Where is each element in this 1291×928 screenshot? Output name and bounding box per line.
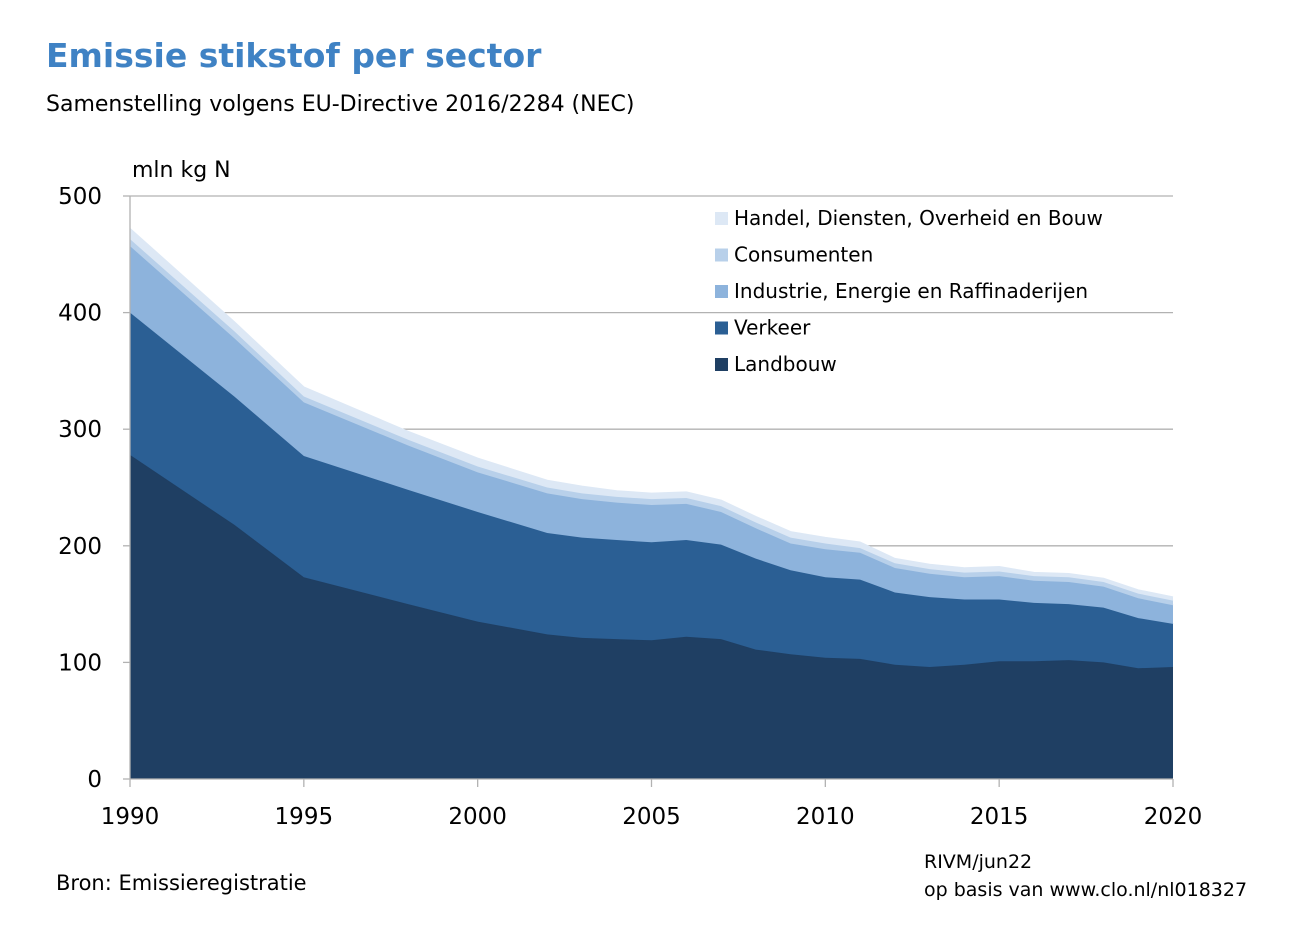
- credit-note: RIVM/jun22 op basis van www.clo.nl/nl018…: [924, 848, 1247, 904]
- legend-label: Consumenten: [734, 243, 873, 267]
- chart-subtitle: Samenstelling volgens EU-Directive 2016/…: [46, 92, 635, 117]
- axes: 0 100 200 300 400 500 1990 1995 2000 2005 2010 2015…: [58, 158, 1202, 830]
- y-tick-label: 500: [58, 184, 102, 210]
- x-tick-label: 2010: [796, 804, 855, 830]
- legend-swatch: [715, 248, 728, 262]
- x-tick-label: 1990: [101, 804, 160, 830]
- x-tick-label: 2020: [1144, 804, 1203, 830]
- legend-swatch: [715, 212, 728, 225]
- legend-swatch: [715, 321, 728, 335]
- y-tick-label: 100: [58, 650, 102, 676]
- chart-title: Emissie stikstof per sector: [46, 36, 542, 75]
- y-tick-label: 200: [58, 534, 102, 560]
- x-tick-label: 2015: [970, 804, 1029, 830]
- legend: Handel, Diensten, Overheid en Bouw Consum…: [715, 206, 1103, 376]
- legend-label: Landbouw: [734, 352, 837, 376]
- source-note: Bron: Emissieregistratie: [56, 871, 307, 895]
- legend-swatch: [715, 285, 728, 298]
- area-edge-2: [129, 312, 1174, 625]
- area-series: [129, 228, 1174, 779]
- y-axis-label: mln kg N: [132, 158, 231, 183]
- legend-label: Industrie, Energie en Raffinaderijen: [734, 279, 1088, 303]
- credit-line-2: op basis van www.clo.nl/nl018327: [924, 879, 1248, 901]
- area-series-2: [130, 312, 1173, 669]
- x-tick-label: 1995: [275, 804, 334, 830]
- legend-swatch: [715, 358, 728, 371]
- legend-label: Handel, Diensten, Overheid en Bouw: [734, 206, 1103, 230]
- area-series-1: [130, 454, 1173, 779]
- y-tick-label: 300: [58, 417, 102, 443]
- x-tick-label: 2000: [448, 804, 507, 830]
- x-tick-label: 2005: [622, 804, 681, 830]
- y-tick-label: 400: [58, 301, 102, 327]
- area-series-3: [130, 246, 1173, 624]
- y-tick-label: 0: [87, 767, 102, 793]
- credit-line-1: RIVM/jun22: [924, 851, 1033, 873]
- legend-label: Verkeer: [734, 316, 811, 340]
- area-edge-5: [129, 228, 1174, 598]
